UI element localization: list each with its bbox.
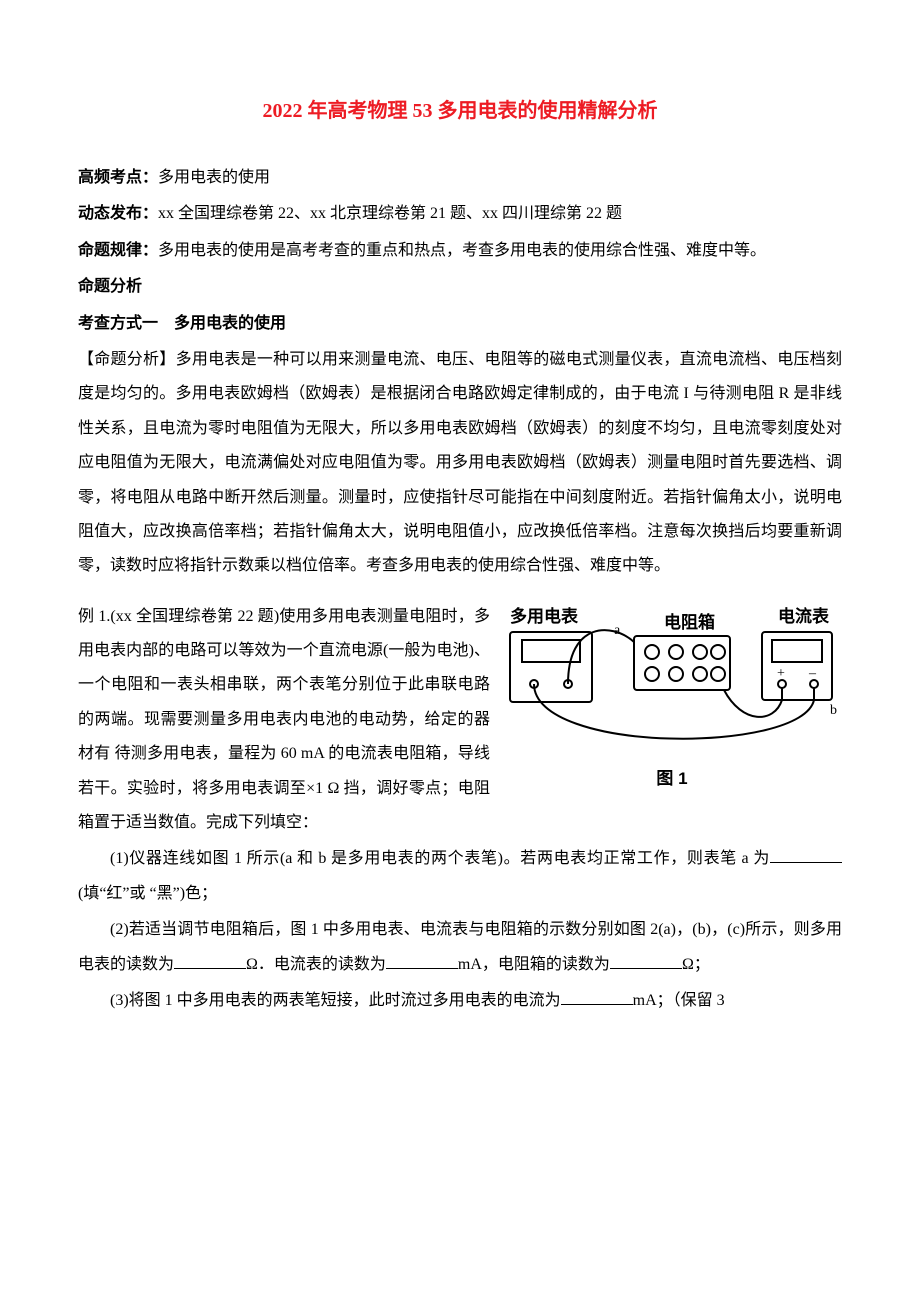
label-b: b (830, 703, 837, 718)
question-3: (3)将图 1 中多用电表的两表笔短接，此时流过多用电表的电流为 mA；（保留 3 (78, 984, 842, 1018)
q2-blank-1 (174, 952, 246, 969)
method-heading: 考查方式一 多用电表的使用 (78, 307, 842, 341)
q2-text-d: Ω； (682, 956, 710, 973)
q3-text-a: (3)将图 1 中多用电表的两表笔短接，此时流过多用电表的电流为 (110, 992, 561, 1009)
dynamic-line: 动态发布：xx 全国理综卷第 22、xx 北京理综卷第 21 题、xx 四川理综… (78, 197, 842, 231)
q2-text-b: Ω．电流表的读数为 (246, 956, 386, 973)
q2-blank-3 (610, 952, 682, 969)
rule-label: 命题规律： (78, 242, 158, 259)
rule-line: 命题规律：多用电表的使用是高考考查的重点和热点，考查多用电表的使用综合性强、难度… (78, 234, 842, 268)
q2-text-c: mA，电阻箱的读数为 (458, 956, 610, 973)
document-title: 2022 年高考物理 53 多用电表的使用精解分析 (78, 90, 842, 133)
label-minus: – (808, 666, 817, 681)
label-plus: + (777, 666, 785, 681)
figure-caption: 图 1 (502, 761, 842, 798)
dynamic-text: xx 全国理综卷第 22、xx 北京理综卷第 21 题、xx 四川理综第 22 … (158, 205, 622, 222)
question-1: (1)仪器连线如图 1 所示(a 和 b 是多用电表的两个表笔)。若两电表均正常… (78, 842, 842, 911)
example-1-block: 多用电表 电阻箱 电流表 a b + – 图 1 例 1.(xx 全国理综卷第 … (78, 600, 842, 843)
analysis-heading: 命题分析 (78, 270, 842, 304)
label-a: a (614, 623, 621, 638)
label-multimeter: 多用电表 (510, 606, 579, 626)
figure-1: 多用电表 电阻箱 电流表 a b + – 图 1 (502, 604, 842, 798)
freq-point-label: 高频考点： (78, 169, 158, 186)
circuit-diagram-icon: 多用电表 电阻箱 电流表 a b + – (502, 604, 842, 759)
freq-point-line: 高频考点：多用电表的使用 (78, 161, 842, 195)
q3-text-b: mA；（保留 3 (633, 992, 725, 1009)
q1-text-b: (填“红”或 “黑”)色； (78, 885, 217, 902)
question-2: (2)若适当调节电阻箱后，图 1 中多用电表、电流表与电阻箱的示数分别如图 2(… (78, 913, 842, 982)
label-ammeter: 电流表 (778, 606, 830, 626)
q1-blank (770, 846, 842, 863)
q3-blank (561, 988, 633, 1005)
q2-blank-2 (386, 952, 458, 969)
analysis-body: 【命题分析】多用电表是一种可以用来测量电流、电压、电阻等的磁电式测量仪表，直流电… (78, 343, 842, 584)
rule-text: 多用电表的使用是高考考查的重点和热点，考查多用电表的使用综合性强、难度中等。 (158, 242, 766, 259)
dynamic-label: 动态发布： (78, 205, 158, 222)
q1-text-a: (1)仪器连线如图 1 所示(a 和 b 是多用电表的两个表笔)。若两电表均正常… (110, 850, 770, 867)
label-resbox: 电阻箱 (664, 612, 715, 632)
freq-point-text: 多用电表的使用 (158, 169, 270, 186)
